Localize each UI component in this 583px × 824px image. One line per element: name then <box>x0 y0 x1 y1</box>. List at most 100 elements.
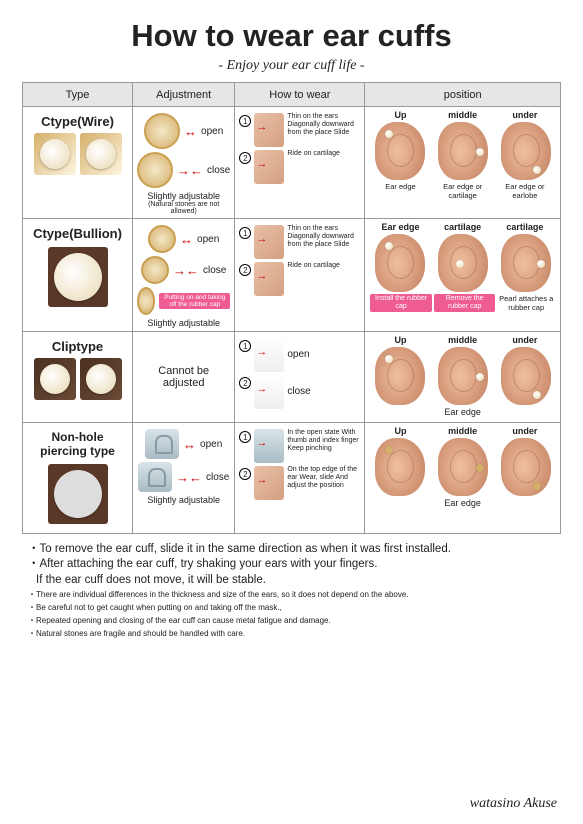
thumb-icon <box>34 358 76 400</box>
step-text: Thin on the ears Diagonally downward fro… <box>287 225 360 249</box>
page-title: How to wear ear cuffs <box>22 18 561 54</box>
pos-note: Ear edge <box>369 498 556 508</box>
close-label: close <box>207 165 230 176</box>
table-row: Non-hole piercing type ↔open →←close Sli… <box>23 423 561 534</box>
arrow-icon: →← <box>177 164 203 177</box>
how-img-icon <box>254 113 284 147</box>
note-line: ・To remove the ear cuff, slide it in the… <box>28 542 555 556</box>
step-number: 1 <box>239 115 251 127</box>
pos-label: under <box>494 426 556 436</box>
adj-note: Slightly adjustable <box>137 191 230 201</box>
arrow-icon: ↔ <box>184 125 197 138</box>
note-line: ・Be careful not to get caught when putti… <box>28 603 555 613</box>
step-text: Ride on cartilage <box>287 150 340 158</box>
pos-label: Up <box>369 335 431 345</box>
adj-open-icon <box>145 429 179 459</box>
how-img-icon <box>254 262 284 296</box>
arrow-icon: ↔ <box>183 438 196 451</box>
ear-icon <box>438 438 488 496</box>
header-adjustment: Adjustment <box>133 83 235 107</box>
adj-subnote: (Natural stones are not allowed) <box>137 201 230 215</box>
pos-label: under <box>494 110 556 120</box>
subtitle: - Enjoy your ear cuff life - <box>22 58 561 74</box>
note-line: ・Natural stones are fragile and should b… <box>28 629 555 639</box>
step-text: Ride on cartilage <box>287 262 340 270</box>
table-row: Ctype(Wire) ↔open →←close Slightly adjus… <box>23 107 561 219</box>
pos-note: Ear edge or earlobe <box>494 182 556 200</box>
adj-close-icon <box>141 256 169 284</box>
step-text: close <box>287 386 310 398</box>
pos-label: Up <box>369 110 431 120</box>
header-position: position <box>365 83 561 107</box>
pos-note: Ear edge or cartilage <box>432 182 494 200</box>
pos-label: Up <box>369 426 431 436</box>
arrow-icon: ↔ <box>180 233 193 246</box>
ear-icon <box>438 347 488 405</box>
header-how: How to wear <box>235 83 365 107</box>
pink-tag: Install the rubber cap <box>370 294 432 312</box>
instruction-table: Type Adjustment How to wear position Cty… <box>22 82 561 534</box>
type-name: Ctype(Bullion) <box>27 226 128 241</box>
adj-note: Slightly adjustable <box>137 495 230 505</box>
header-row: Type Adjustment How to wear position <box>23 83 561 107</box>
step-text: On the top edge of the ear Wear, slide A… <box>287 466 360 490</box>
table-row: Cliptype Cannot be adjusted 1 open 2 close… <box>23 332 561 423</box>
arrow-icon: →← <box>173 264 199 277</box>
pos-label: cartilage <box>432 222 494 232</box>
pos-label: cartilage <box>494 222 556 232</box>
thumb-icon <box>48 247 108 307</box>
product-thumbs <box>27 358 128 400</box>
ear-icon <box>375 234 425 292</box>
ear-icon <box>501 122 551 180</box>
step-number: 1 <box>239 340 251 352</box>
ear-icon <box>438 122 488 180</box>
adj-close-icon <box>137 152 173 188</box>
thumb-icon <box>80 133 122 175</box>
thumb-icon <box>80 358 122 400</box>
pink-tag: Putting on and taking off the rubber cap <box>159 293 230 309</box>
adj-open-icon <box>148 225 176 253</box>
open-label: open <box>197 234 219 245</box>
type-name: Cliptype <box>27 339 128 354</box>
arrow-icon: →← <box>176 471 202 484</box>
how-img-icon <box>254 225 284 259</box>
notes-section: ・To remove the ear cuff, slide it in the… <box>22 542 561 639</box>
pos-label: middle <box>432 426 494 436</box>
close-label: close <box>203 265 226 276</box>
ear-icon <box>501 347 551 405</box>
step-number: 1 <box>239 227 251 239</box>
thumb-icon <box>34 133 76 175</box>
ear-icon <box>375 347 425 405</box>
how-img-icon <box>254 375 284 409</box>
adj-open-icon <box>144 113 180 149</box>
ear-icon <box>501 438 551 496</box>
step-number: 2 <box>239 264 251 276</box>
step-number: 2 <box>239 468 251 480</box>
cannot-adjust: Cannot be adjusted <box>137 335 230 419</box>
how-img-icon <box>254 466 284 500</box>
pos-note: Ear edge <box>369 407 556 417</box>
ear-icon <box>375 122 425 180</box>
header-type: Type <box>23 83 133 107</box>
product-thumbs <box>27 133 128 175</box>
step-text: Thin on the ears Diagonally downward fro… <box>287 113 360 137</box>
note-line: ・Repeated opening and closing of the ear… <box>28 616 555 626</box>
pos-label: middle <box>432 335 494 345</box>
step-text: In the open state With thumb and index f… <box>287 429 360 453</box>
pos-label: Ear edge <box>369 222 431 232</box>
pos-label: middle <box>432 110 494 120</box>
how-img-icon <box>254 150 284 184</box>
note-line: ・There are individual differences in the… <box>28 590 555 600</box>
close-label: close <box>206 472 229 483</box>
step-number: 2 <box>239 377 251 389</box>
ear-icon <box>501 234 551 292</box>
note-line: If the ear cuff does not move, it will b… <box>28 573 555 587</box>
note-line: ・After attaching the ear cuff, try shaki… <box>28 557 555 571</box>
type-name: Ctype(Wire) <box>27 114 128 129</box>
thumb-icon <box>48 464 108 524</box>
pink-tag: Remove the rubber cap <box>434 294 496 312</box>
how-img-icon <box>254 429 284 463</box>
ear-icon <box>375 438 425 496</box>
pos-note: Pearl attaches a rubber cap <box>496 294 556 312</box>
step-text: open <box>287 349 309 361</box>
